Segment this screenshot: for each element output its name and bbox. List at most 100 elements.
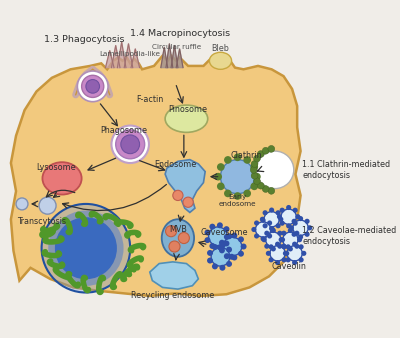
Circle shape (301, 251, 306, 256)
Polygon shape (124, 44, 133, 68)
Circle shape (217, 183, 225, 190)
Circle shape (268, 257, 274, 262)
Circle shape (243, 190, 251, 197)
Polygon shape (11, 55, 300, 296)
Circle shape (307, 225, 312, 230)
Circle shape (293, 221, 298, 226)
Circle shape (224, 253, 230, 259)
Text: Lamellipodia-like: Lamellipodia-like (100, 51, 161, 56)
Circle shape (256, 222, 271, 237)
Circle shape (77, 71, 108, 102)
Circle shape (82, 75, 104, 97)
Circle shape (277, 214, 282, 219)
Circle shape (262, 210, 268, 215)
Circle shape (283, 251, 288, 256)
Text: Caveosome: Caveosome (200, 228, 248, 237)
Circle shape (292, 232, 297, 237)
Circle shape (262, 237, 267, 242)
Text: 1.1 Clathrin-mediated
endocytosis: 1.1 Clathrin-mediated endocytosis (302, 160, 390, 180)
Circle shape (231, 233, 237, 239)
Circle shape (217, 222, 223, 228)
Circle shape (231, 255, 237, 261)
Circle shape (277, 231, 282, 236)
Circle shape (55, 217, 117, 279)
Circle shape (268, 145, 275, 152)
Circle shape (251, 161, 258, 167)
Circle shape (281, 244, 286, 249)
Circle shape (256, 151, 294, 189)
Circle shape (275, 260, 280, 265)
Circle shape (304, 232, 310, 237)
Circle shape (226, 233, 232, 239)
Circle shape (292, 260, 297, 265)
Circle shape (214, 173, 222, 180)
Circle shape (270, 227, 275, 232)
Circle shape (204, 230, 210, 236)
Circle shape (266, 232, 281, 247)
Polygon shape (161, 47, 168, 68)
Circle shape (293, 220, 308, 236)
Circle shape (217, 244, 223, 250)
Circle shape (288, 246, 293, 251)
Circle shape (209, 224, 215, 230)
Circle shape (39, 197, 56, 214)
Circle shape (264, 244, 269, 249)
Text: Transcytosis: Transcytosis (17, 217, 66, 226)
Circle shape (275, 242, 280, 247)
Polygon shape (106, 51, 114, 68)
Circle shape (260, 217, 265, 222)
Circle shape (243, 156, 251, 164)
Circle shape (173, 190, 183, 200)
Circle shape (250, 183, 258, 190)
Circle shape (226, 247, 232, 252)
Circle shape (121, 135, 140, 154)
Text: Endosome: Endosome (154, 160, 196, 169)
Circle shape (253, 173, 261, 180)
Text: MVB: MVB (169, 225, 187, 234)
Circle shape (281, 231, 286, 236)
Circle shape (279, 237, 284, 242)
Circle shape (169, 241, 180, 252)
Circle shape (254, 178, 260, 185)
Text: Bleb: Bleb (212, 44, 230, 53)
Circle shape (204, 237, 210, 243)
Circle shape (251, 227, 256, 232)
Circle shape (223, 237, 242, 256)
Polygon shape (171, 46, 178, 68)
Text: 1.4 Macropinocytosis: 1.4 Macropinocytosis (130, 29, 230, 38)
Circle shape (281, 209, 296, 224)
Circle shape (262, 223, 268, 228)
Circle shape (260, 218, 266, 223)
Text: F-actin: F-actin (136, 95, 164, 104)
Circle shape (209, 243, 215, 249)
Polygon shape (165, 160, 205, 213)
Text: Clathrin: Clathrin (230, 151, 262, 160)
Circle shape (207, 258, 213, 264)
Text: Phagosome: Phagosome (101, 125, 148, 135)
Circle shape (16, 198, 28, 210)
Circle shape (271, 246, 276, 251)
Circle shape (166, 226, 177, 237)
Circle shape (276, 210, 281, 215)
Ellipse shape (210, 52, 232, 69)
Circle shape (276, 223, 281, 228)
Circle shape (224, 156, 232, 164)
Circle shape (183, 197, 193, 207)
Circle shape (267, 234, 272, 239)
Text: 1.3 Phagocytosis: 1.3 Phagocytosis (44, 35, 124, 44)
Circle shape (286, 244, 291, 249)
Circle shape (224, 234, 230, 240)
Circle shape (224, 226, 230, 232)
Circle shape (286, 257, 291, 262)
Circle shape (260, 236, 266, 241)
Circle shape (287, 246, 302, 261)
Circle shape (220, 243, 226, 249)
Circle shape (286, 223, 291, 228)
Circle shape (257, 151, 264, 158)
Text: Caveolin: Caveolin (271, 262, 306, 271)
Text: Pinosome: Pinosome (169, 105, 208, 114)
Circle shape (241, 244, 246, 249)
Circle shape (266, 251, 271, 256)
Circle shape (270, 246, 285, 261)
Circle shape (238, 236, 244, 242)
